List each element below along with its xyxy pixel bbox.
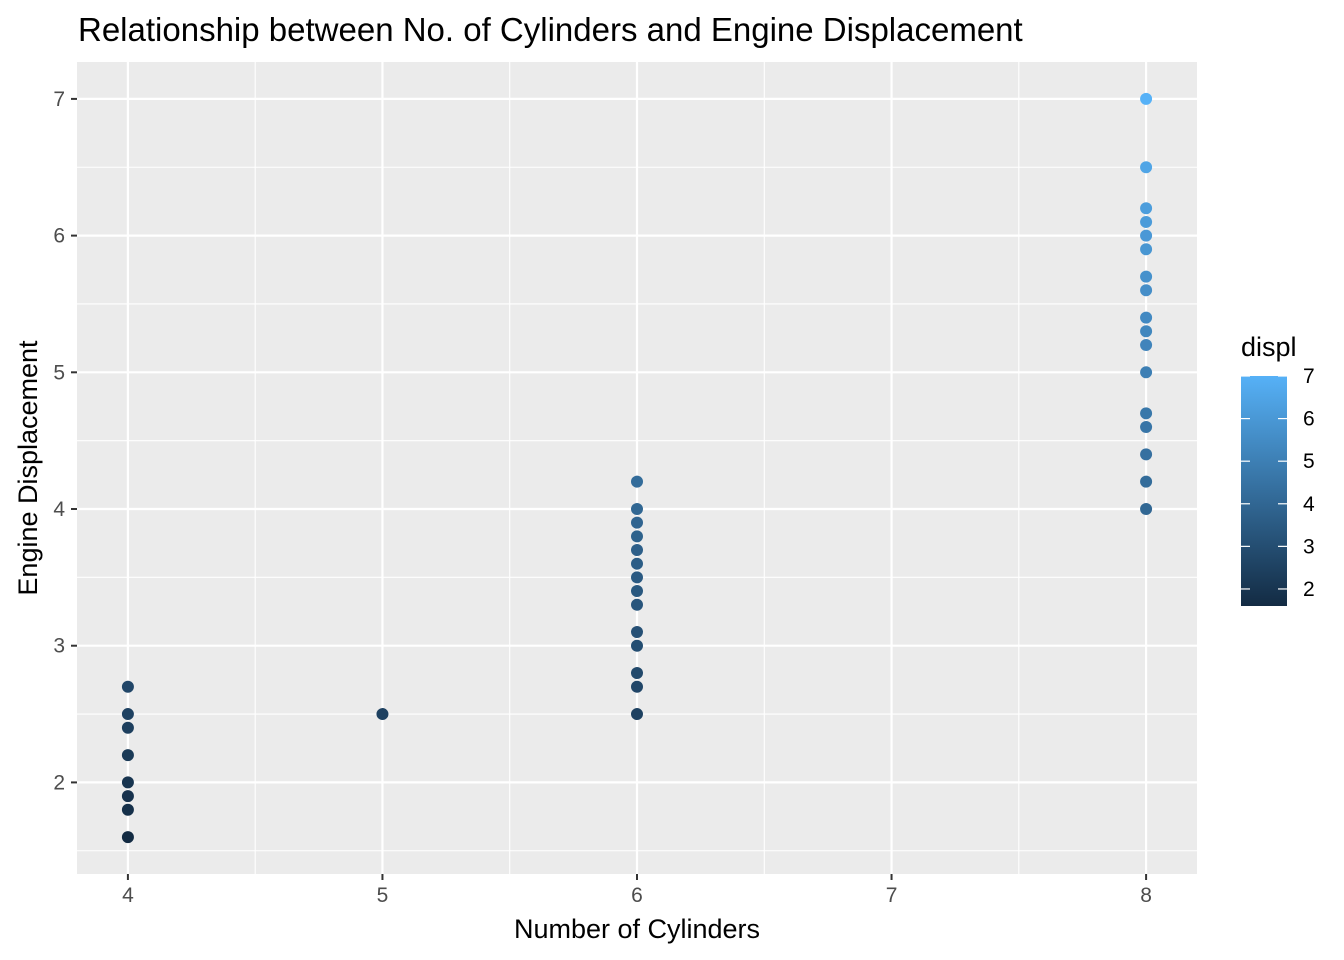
- data-point: [1140, 243, 1153, 256]
- legend-title: displ: [1241, 332, 1297, 362]
- y-tick-label: 5: [53, 361, 65, 384]
- data-point: [1140, 503, 1153, 516]
- data-point: [1140, 366, 1153, 379]
- y-tick-label: 7: [53, 88, 65, 111]
- data-point: [1140, 284, 1153, 297]
- data-point: [1140, 338, 1153, 351]
- data-point: [631, 530, 643, 543]
- data-point: [631, 598, 643, 611]
- data-point: [631, 667, 643, 680]
- chart-title: Relationship between No. of Cylinders an…: [78, 11, 1023, 48]
- data-point: [631, 557, 643, 570]
- data-point: [631, 680, 643, 693]
- x-tick-label: 5: [377, 884, 389, 907]
- legend-label: 2: [1303, 578, 1315, 601]
- data-point: [631, 571, 643, 584]
- data-point: [631, 516, 643, 529]
- data-point: [631, 639, 643, 652]
- data-point: [1140, 229, 1153, 242]
- y-tick-label: 4: [53, 498, 65, 521]
- data-point: [1140, 311, 1153, 324]
- data-point: [376, 708, 389, 721]
- color-legend: displ 2 3 4 5 6 7: [1241, 332, 1315, 606]
- legend-label: 3: [1303, 535, 1315, 558]
- legend-colorbar: [1241, 376, 1287, 606]
- data-point: [1140, 202, 1153, 215]
- y-axis: 2 3 4 5 6 7: [53, 88, 77, 794]
- data-point: [1140, 475, 1153, 488]
- legend-label: 4: [1303, 493, 1315, 516]
- data-point: [1140, 420, 1153, 433]
- data-point: [1140, 92, 1153, 105]
- data-point: [121, 790, 134, 803]
- data-point: [121, 776, 134, 789]
- x-tick-label: 8: [1140, 884, 1152, 907]
- data-point: [1140, 161, 1153, 174]
- x-axis: 4 5 6 7 8: [122, 874, 1152, 907]
- y-axis-title: Engine Displacement: [13, 340, 43, 596]
- data-point: [121, 721, 134, 734]
- legend-label: 6: [1303, 408, 1315, 431]
- x-axis-title: Number of Cylinders: [514, 914, 760, 944]
- data-point: [1140, 407, 1153, 420]
- data-point: [631, 503, 643, 516]
- data-point: [121, 708, 134, 721]
- major-gridlines: [77, 62, 1197, 874]
- data-point: [1140, 448, 1153, 461]
- data-point: [121, 803, 134, 816]
- data-point: [1140, 215, 1153, 228]
- legend-label: 7: [1303, 365, 1315, 388]
- data-point: [121, 680, 134, 693]
- x-tick-label: 7: [886, 884, 898, 907]
- data-point: [631, 626, 643, 639]
- data-points: [121, 92, 1153, 844]
- x-tick-label: 6: [631, 884, 643, 907]
- legend-ticks: 2 3 4 5 6 7: [1241, 365, 1315, 601]
- y-tick-label: 2: [53, 771, 65, 794]
- data-point: [631, 544, 643, 557]
- y-tick-label: 3: [53, 635, 65, 658]
- data-point: [631, 475, 643, 488]
- y-tick-label: 6: [53, 225, 65, 248]
- data-point: [121, 831, 134, 844]
- legend-label: 5: [1303, 450, 1315, 473]
- data-point: [1140, 325, 1153, 338]
- data-point: [1140, 270, 1153, 283]
- x-tick-label: 4: [122, 884, 134, 907]
- data-point: [631, 585, 643, 598]
- data-point: [631, 708, 643, 721]
- data-point: [121, 749, 134, 762]
